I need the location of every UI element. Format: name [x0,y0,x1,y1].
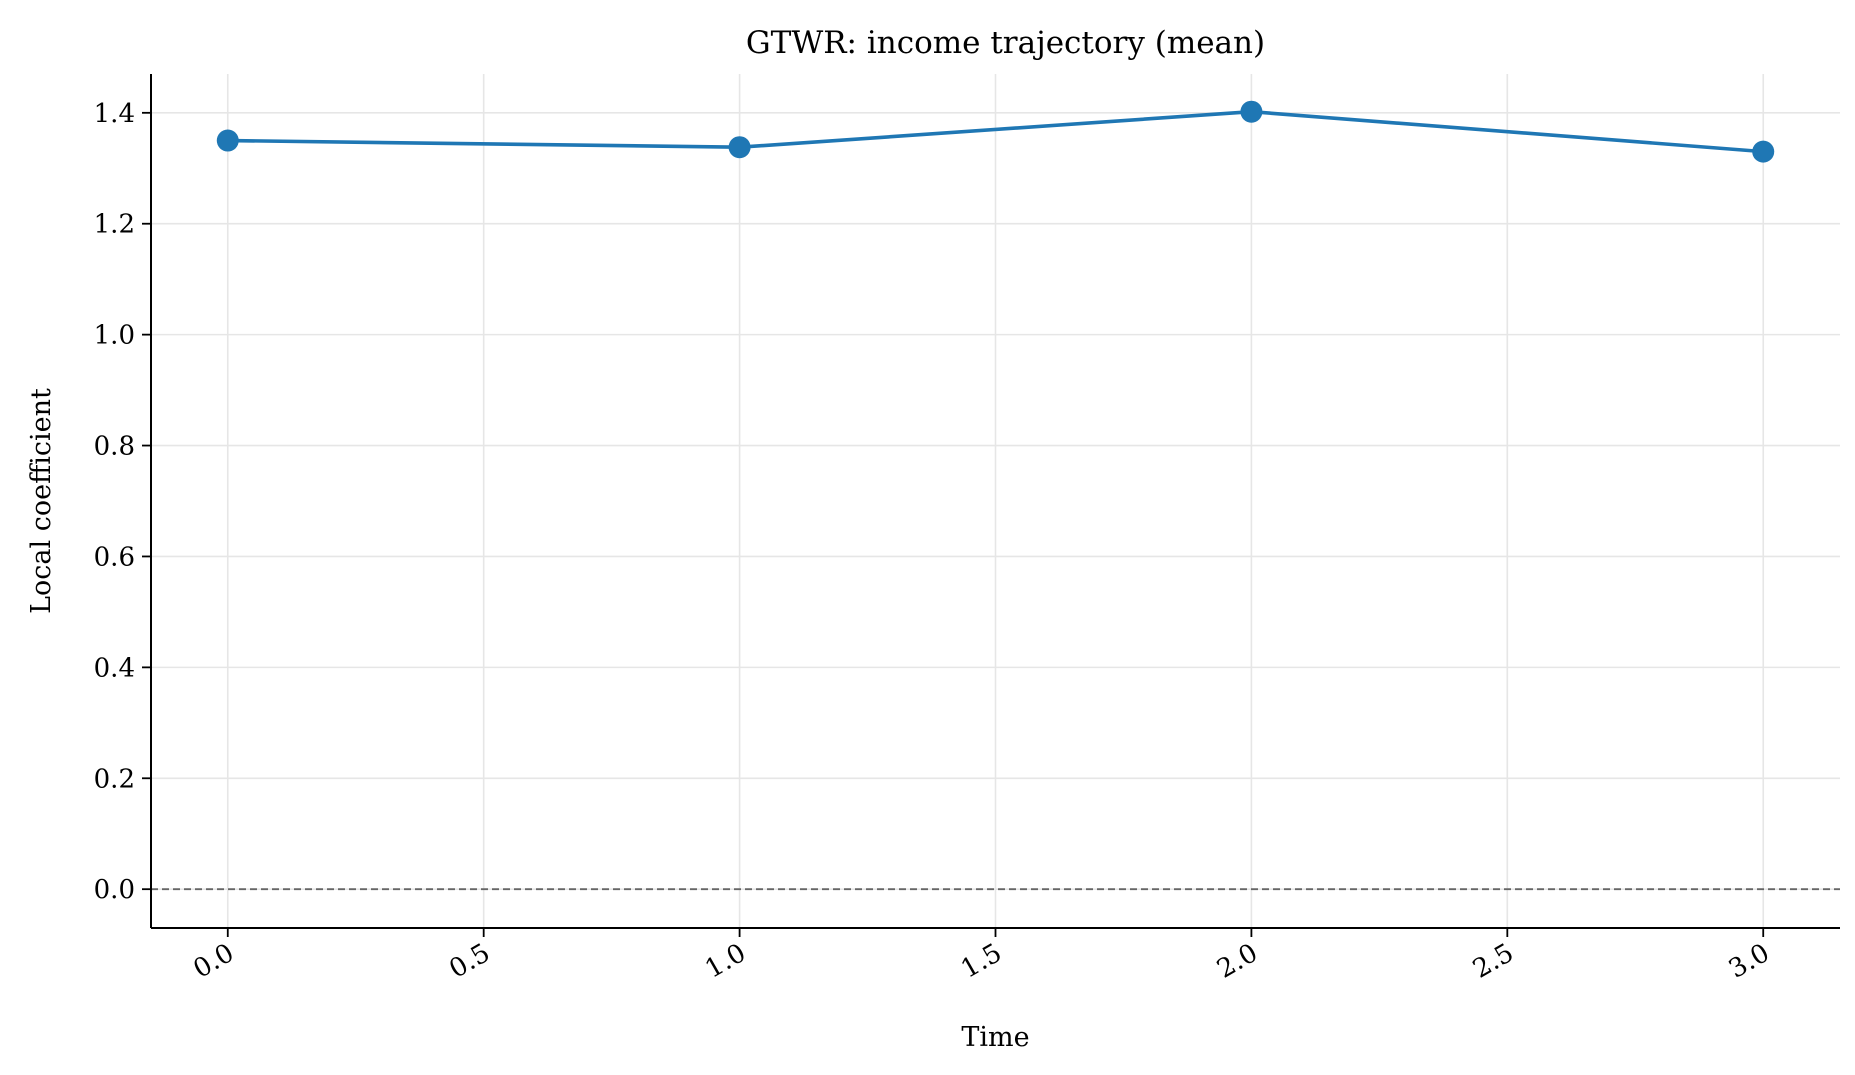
x-tick-label: 3.0 [1724,938,1775,985]
y-tick-label: 0.8 [94,432,135,462]
y-tick-label: 0.6 [94,542,135,572]
x-tick-label: 1.0 [700,938,751,985]
x-tick-label: 0.5 [444,938,495,985]
data-point [728,136,751,159]
data-point [216,129,239,152]
y-tick-label: 0.2 [94,764,135,794]
x-tick-label: 1.5 [956,938,1007,985]
x-tick-label: 2.0 [1212,938,1263,985]
data-point [1752,140,1775,163]
x-axis-label: Time [961,1022,1029,1053]
y-tick-label: 1.4 [94,99,135,129]
series-line [225,109,1766,154]
x-ticks: 0.0 0.5 1.0 1.5 2.0 2.5 3.0 [188,928,1775,985]
y-tick-label: 1.0 [94,321,135,351]
series [216,100,1775,163]
y-tick-label: 0.0 [94,875,135,905]
x-tick-label: 0.0 [188,938,239,985]
data-point [1240,100,1263,123]
y-axis-label: Local coefficient [26,388,57,614]
grid [151,74,1840,928]
y-tick-label: 1.2 [94,210,135,240]
y-ticks: 0.0 0.2 0.4 0.6 0.8 1.0 1.2 1.4 [94,99,151,905]
y-tick-label: 0.4 [94,653,135,683]
x-tick-label: 2.5 [1468,938,1519,985]
chart-title: GTWR: income trajectory (mean) [746,25,1265,61]
